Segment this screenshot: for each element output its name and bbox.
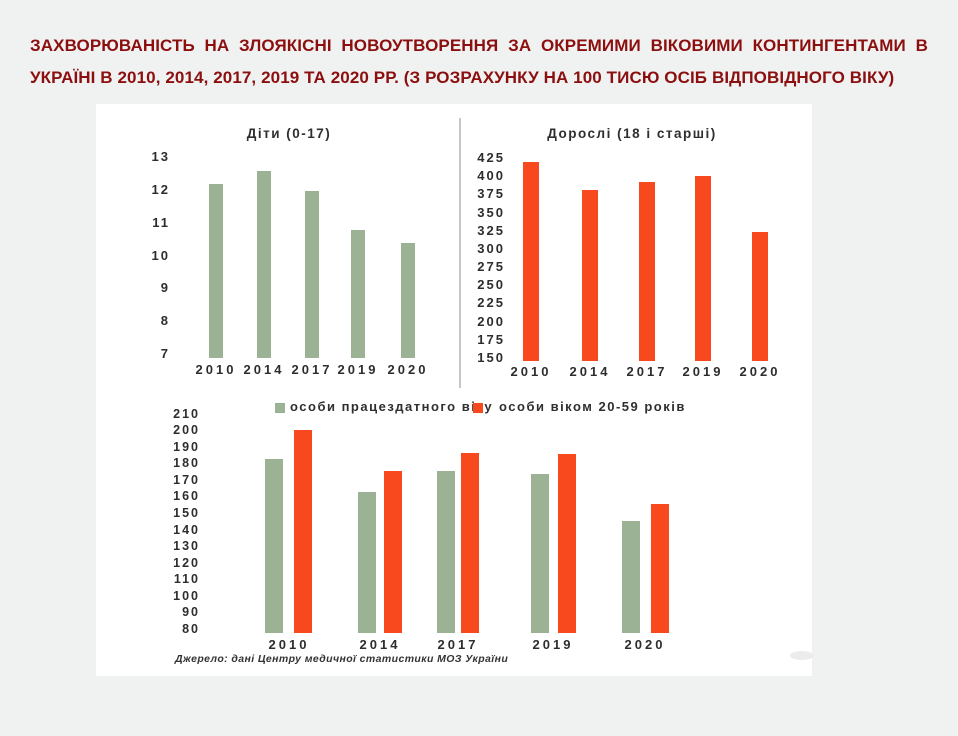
legend-label-20-59: особи віком 20-59 років [499,399,686,414]
legend-label-working-age: особи працездатного віку [290,399,494,414]
legend-swatch-working-age [275,403,285,413]
title-line-2: УКРАЇНІ В 2010, 2014, 2017, 2019 ТА 2020… [30,68,895,87]
title-line-1: ЗАХВОРЮВАНІСТЬ НА ЗЛОЯКІСНІ НОВОУТВОРЕНН… [30,36,928,55]
charts-panel [96,104,812,676]
scan-artifact [790,651,814,660]
chart-divider [459,118,461,388]
legend-swatch-20-59 [473,403,483,413]
source-note: Джерело: дані Центру медичної статистики… [175,653,509,665]
page-title: ЗАХВОРЮВАНІСТЬ НА ЗЛОЯКІСНІ НОВОУТВОРЕНН… [30,30,928,94]
children-chart-title: Діти (0-17) [246,126,332,141]
adults-chart-title: Дорослі (18 і старші) [547,126,717,141]
